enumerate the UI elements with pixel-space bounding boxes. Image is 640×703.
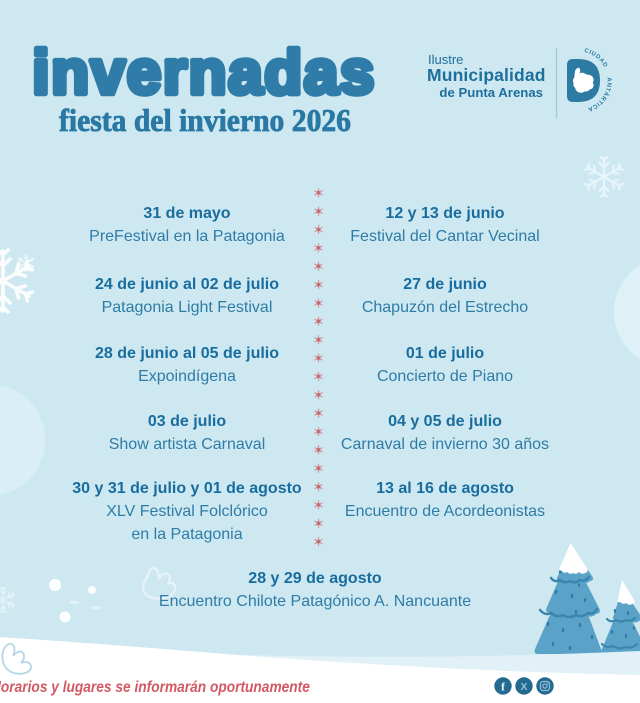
svg-text:invernadas: invernadas [32, 39, 374, 108]
svg-text:X: X [520, 681, 527, 693]
svg-text:f: f [501, 679, 506, 693]
svg-text:fiesta del invierno 2026: fiesta del invierno 2026 [59, 103, 351, 138]
